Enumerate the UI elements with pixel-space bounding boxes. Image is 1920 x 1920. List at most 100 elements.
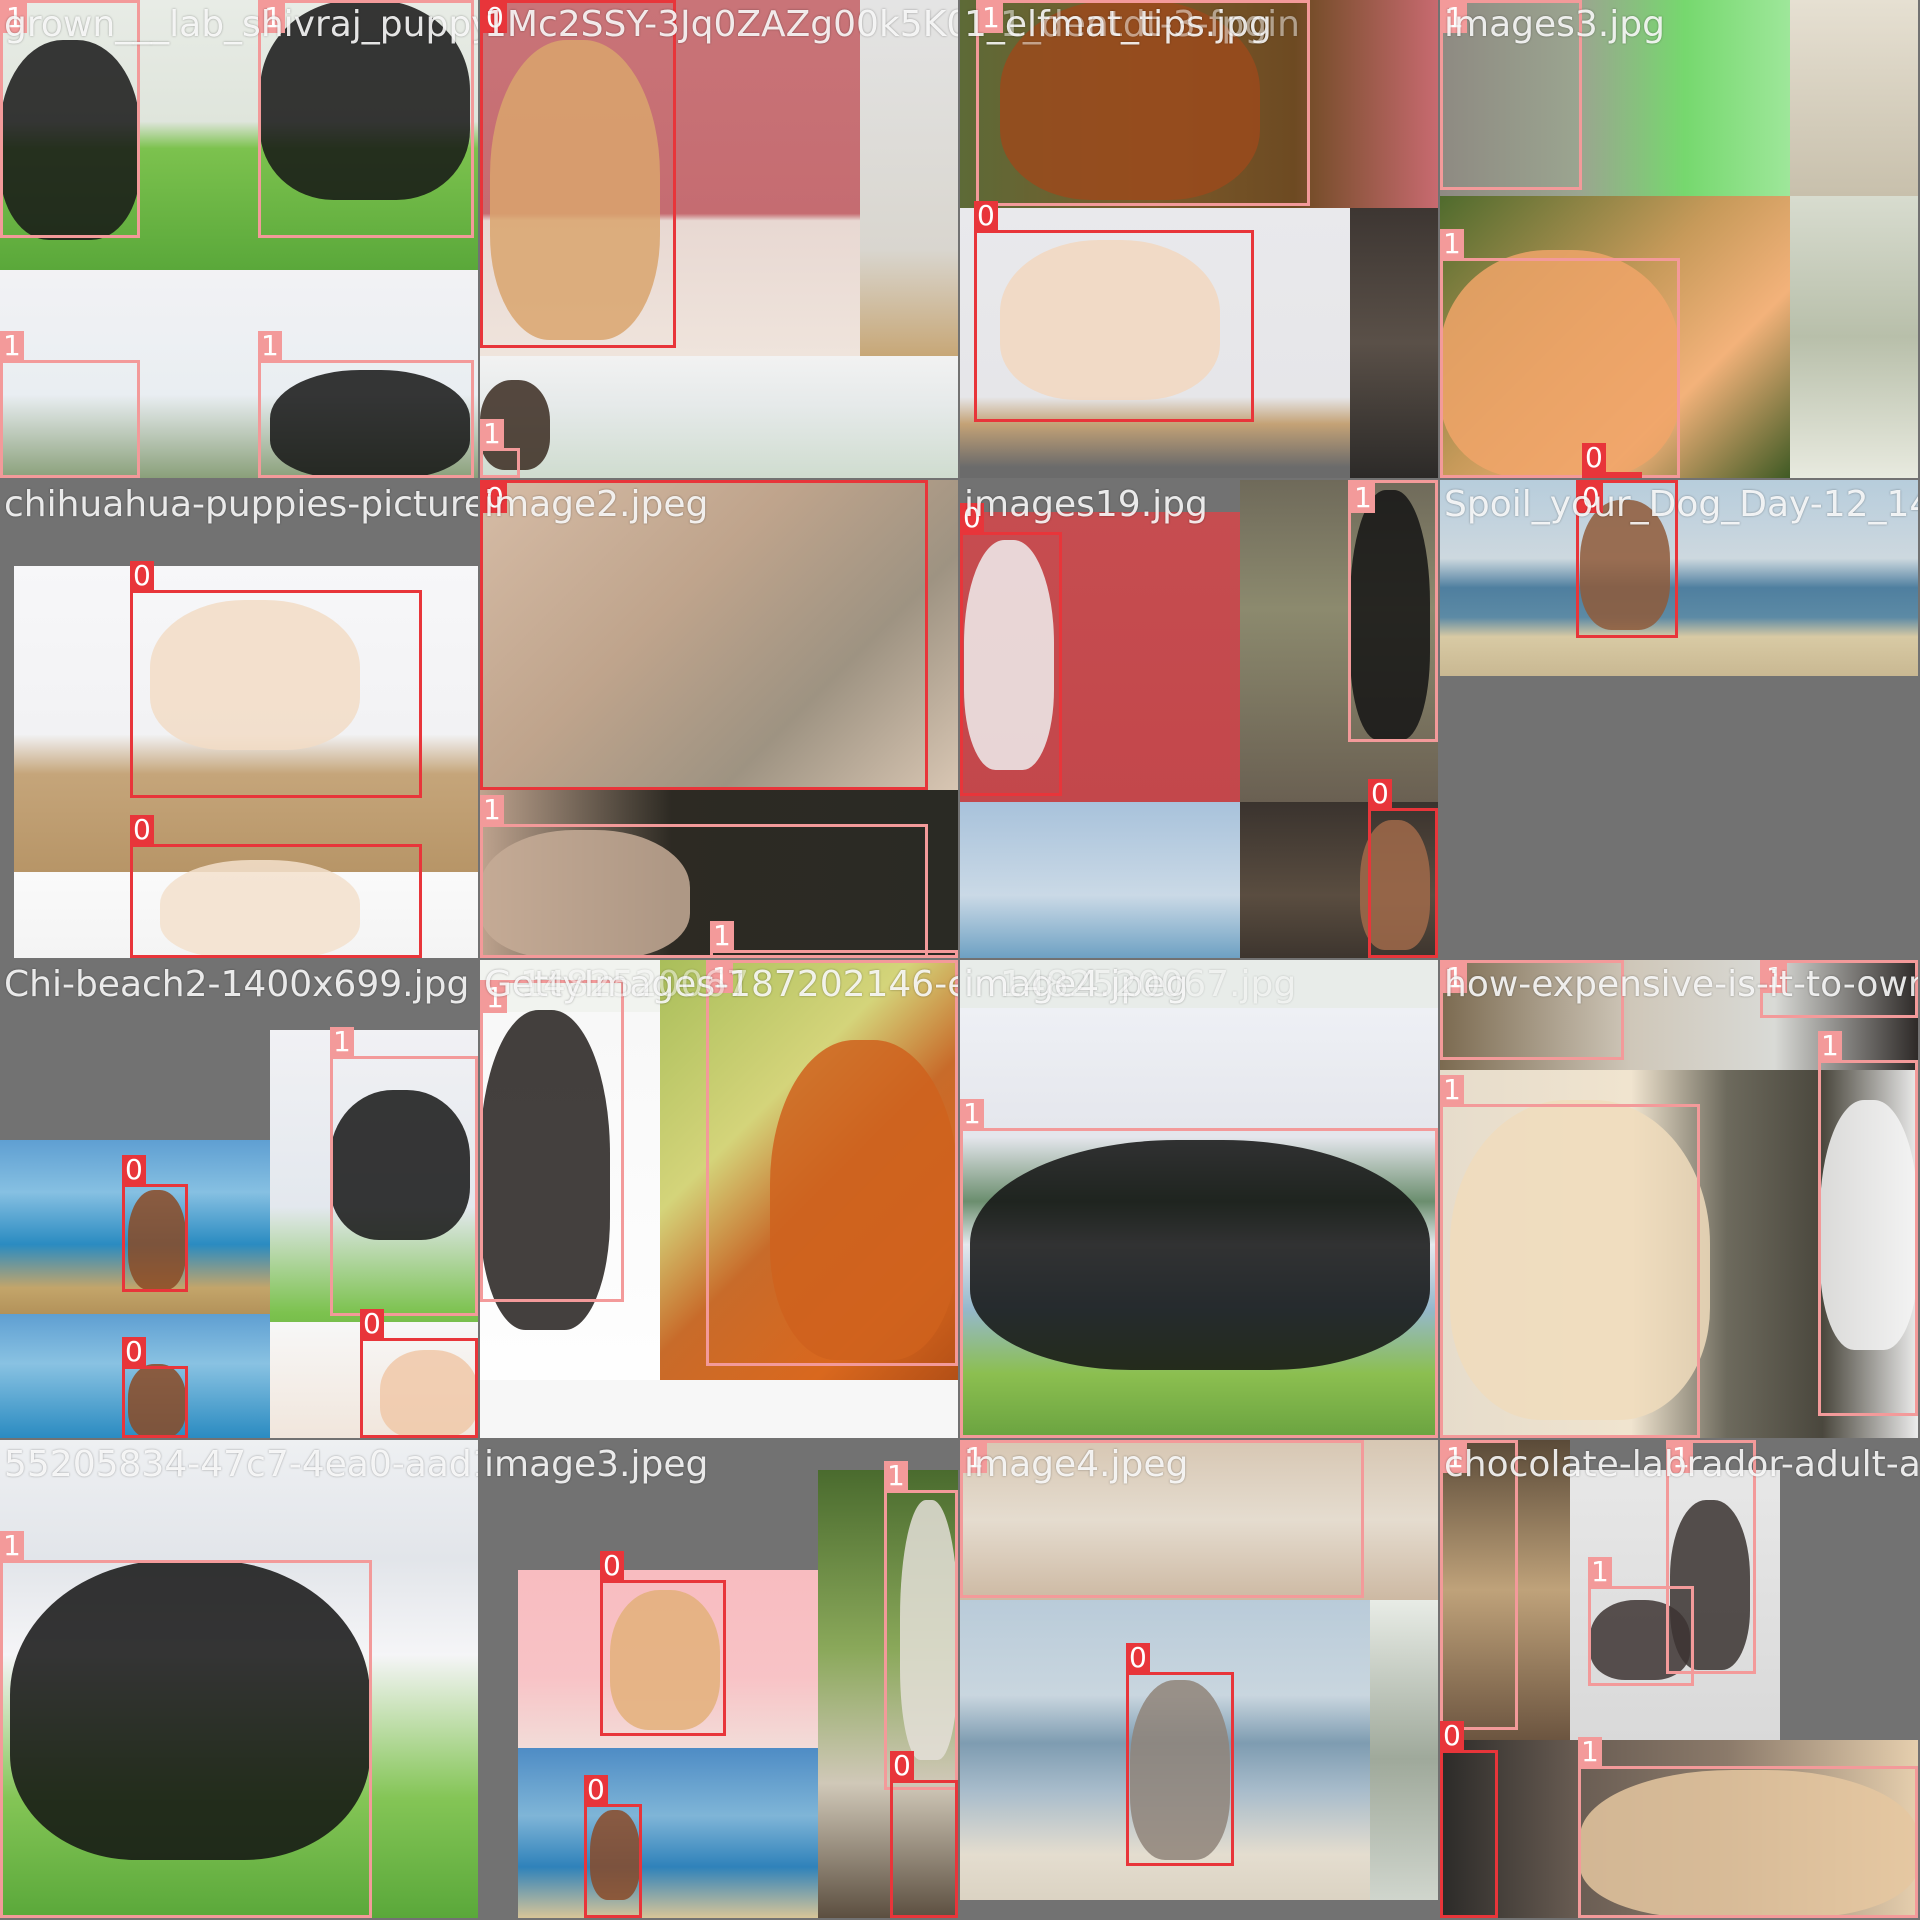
class-label: 0	[890, 1751, 914, 1781]
class-label: 1	[1763, 963, 1787, 993]
bounding-box: 0	[480, 0, 676, 348]
dog-figure	[1350, 490, 1430, 740]
dog-figure	[380, 1350, 478, 1438]
bounding-box: 0	[1440, 1721, 1498, 1918]
dog-figure	[1590, 1600, 1690, 1680]
bounding-box: 0	[1576, 480, 1678, 638]
image-segment	[1440, 1440, 1570, 1740]
tile-filename: Spoil_your_Dog_Day-12_14	[1444, 484, 1918, 525]
bounding-box: 1	[480, 795, 928, 958]
dog-figure	[1360, 820, 1430, 950]
class-label: 1	[709, 963, 733, 993]
class-label: 1	[1588, 1557, 1612, 1587]
class-label: 0	[1582, 443, 1606, 473]
bounding-box: 1	[1440, 1440, 1518, 1730]
mosaic-tile: 0 Spoil_your_Dog_Day-12_14	[1440, 480, 1918, 958]
dog-figure	[260, 0, 470, 200]
tile-filename: 1_elfmat_tips.jpg	[964, 4, 1272, 45]
dog-figure	[1580, 1770, 1918, 1918]
bounding-box: 0	[974, 201, 1254, 422]
dog-figure	[964, 540, 1054, 770]
tile-filename-overlap: 1482520067.jpg	[1000, 964, 1297, 1005]
mosaic-tile: 0 1 1Mc2SSY-3Jq0ZAZg00k5K0	[480, 0, 958, 478]
mosaic-tile: 1 55205834-47c7-4ea0-aad1-24f5f38abcdf-to…	[0, 1440, 478, 1918]
image-segment	[1370, 1600, 1438, 1918]
class-label: 0	[483, 483, 507, 513]
mosaic-tile: 1 1 0 images3.jpg	[1440, 0, 1918, 478]
class-label: 1	[979, 3, 1003, 33]
class-label: 0	[1126, 1643, 1150, 1673]
bounding-box: 1	[1440, 229, 1680, 478]
bounding-box: 1	[1666, 1440, 1756, 1674]
mosaic-tile: 1 image4.jpeg 1482520067.jpg	[960, 960, 1438, 1438]
class-label: 1	[261, 3, 285, 33]
mosaic-tile: 1 1 GettyImages-187202146-e1 1482520067	[480, 960, 958, 1438]
bounding-box: 0	[130, 815, 422, 958]
class-label: 0	[600, 1551, 624, 1581]
class-label: 1	[884, 1461, 908, 1491]
bounding-box: 1	[706, 960, 958, 1366]
class-label: 1	[1351, 483, 1375, 513]
class-label: 0	[130, 815, 154, 845]
bounding-box: 1	[0, 0, 140, 238]
tile-filename-overlap: 1482520067	[520, 964, 750, 1005]
bounding-box: 1	[1588, 1557, 1694, 1686]
bounding-box: 1	[330, 1027, 478, 1316]
bounding-box: 0	[960, 503, 1062, 796]
class-label: 1	[330, 1027, 354, 1057]
dog-figure	[900, 1500, 958, 1760]
bounding-box: 1	[480, 980, 624, 1302]
bounding-box: 1	[1760, 960, 1918, 1018]
bounding-box: 1	[1440, 0, 1582, 190]
image-segment	[480, 356, 958, 478]
class-label: 0	[122, 1337, 146, 1367]
bounding-box: 1	[1578, 1737, 1918, 1918]
tile-filename: chocolate-labrador-adult-and	[1444, 1444, 1918, 1485]
class-label: 1	[1443, 3, 1467, 33]
bounding-box: 1	[960, 1440, 1364, 1598]
class-label: 0	[122, 1155, 146, 1185]
image-segment	[480, 1380, 958, 1438]
class-label: 1	[1443, 963, 1467, 993]
bounding-box: 1	[976, 0, 1310, 206]
class-label: 1	[1440, 229, 1464, 259]
tile-filename-overlap: 1_dentdt-3-fpgin	[1000, 4, 1300, 45]
mosaic-tile: 0 0 1 0 image3.jpeg	[480, 1440, 958, 1918]
mosaic-tile: 0 0 1 0 Chi-beach2-1400x699.jpg	[0, 960, 478, 1438]
bounding-box: 0	[1126, 1643, 1234, 1866]
image-segment	[0, 480, 478, 566]
class-label: 1	[3, 3, 27, 33]
dog-figure	[490, 40, 660, 340]
bounding-box: 1	[960, 1099, 1438, 1438]
bounding-box: 0	[1582, 443, 1642, 478]
dog-figure	[1000, 0, 1260, 200]
mosaic-tile: 0 1 1 image2.jpeg	[480, 480, 958, 958]
image-segment	[1350, 208, 1438, 478]
bounding-box: 1	[1818, 1031, 1918, 1416]
class-label: 1	[1578, 1737, 1602, 1767]
dog-figure	[970, 1140, 1430, 1370]
class-label: 0	[584, 1775, 608, 1805]
dog-figure	[0, 40, 140, 240]
dog-figure	[160, 860, 360, 958]
dog-figure	[270, 370, 470, 478]
class-label: 0	[960, 503, 984, 533]
tile-filename: chihuahua-puppies-pictures-	[4, 484, 478, 525]
bounding-box: 1	[1440, 960, 1624, 1060]
tile-filename: 1Mc2SSY-3Jq0ZAZg00k5K0	[484, 4, 958, 45]
class-label: 1	[483, 983, 507, 1013]
dog-figure	[1000, 240, 1220, 400]
dog-figure	[1580, 500, 1670, 630]
dog-figure	[480, 1010, 610, 1330]
image-segment	[1790, 196, 1918, 478]
tile-filename: image4.jpeg	[964, 1444, 1189, 1485]
bounding-box: 1	[1440, 1075, 1700, 1438]
bounding-box: 1	[480, 419, 520, 478]
bounding-box: 1	[0, 1531, 372, 1918]
dog-figure	[590, 1810, 640, 1900]
dog-figure	[1450, 1100, 1710, 1420]
dog-figure	[128, 1190, 186, 1290]
dog-figure	[330, 1090, 470, 1240]
class-label: 1	[1818, 1031, 1842, 1061]
class-label: 0	[360, 1309, 384, 1339]
